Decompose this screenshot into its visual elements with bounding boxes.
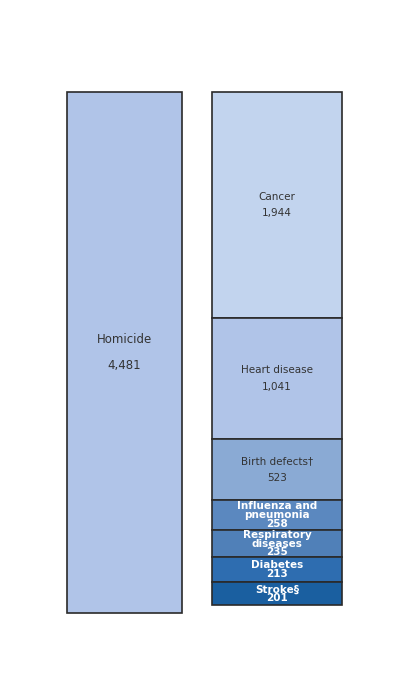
Bar xyxy=(212,500,342,530)
Text: Heart disease: Heart disease xyxy=(241,366,313,376)
Text: 213: 213 xyxy=(266,569,288,579)
Text: 4,481: 4,481 xyxy=(108,359,141,373)
Text: Diabetes: Diabetes xyxy=(251,560,303,570)
Bar xyxy=(212,439,342,500)
Text: Cancer: Cancer xyxy=(259,192,296,202)
Text: 1,944: 1,944 xyxy=(262,208,292,218)
Bar xyxy=(212,530,342,557)
Bar xyxy=(212,557,342,582)
Bar xyxy=(212,318,342,439)
Bar xyxy=(68,92,182,613)
Text: Birth defects†: Birth defects† xyxy=(241,456,313,466)
Text: 1,041: 1,041 xyxy=(262,382,292,392)
Bar xyxy=(212,582,342,605)
Text: 235: 235 xyxy=(266,547,288,557)
Bar xyxy=(212,92,342,318)
Text: 523: 523 xyxy=(267,473,287,482)
Text: Respiratory: Respiratory xyxy=(242,530,311,540)
Text: Stroke§: Stroke§ xyxy=(255,585,299,595)
Text: Influenza and: Influenza and xyxy=(237,500,317,511)
Text: diseases: diseases xyxy=(252,539,302,549)
Text: pneumonia: pneumonia xyxy=(244,510,310,520)
Text: 201: 201 xyxy=(266,593,288,603)
Text: 258: 258 xyxy=(266,519,288,529)
Text: Homicide: Homicide xyxy=(97,332,152,346)
